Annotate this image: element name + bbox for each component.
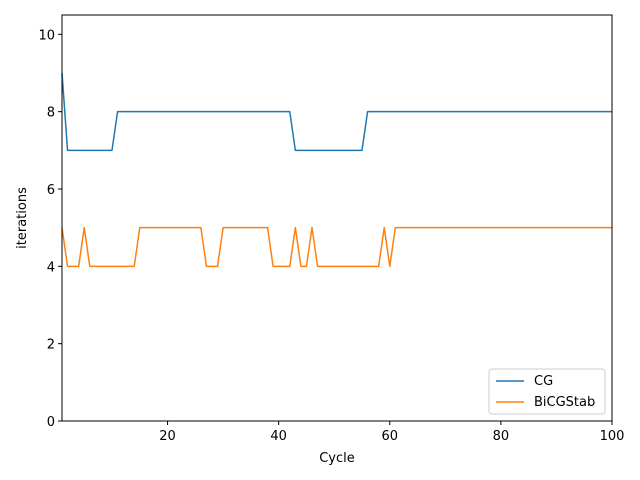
series-layer bbox=[61, 72, 612, 268]
legend-label-cg: CG bbox=[534, 374, 553, 389]
x-axis-label: Cycle bbox=[319, 451, 355, 466]
y-tick-label: 2 bbox=[47, 338, 55, 353]
x-tick-label: 40 bbox=[270, 429, 287, 444]
plot-frame bbox=[61, 14, 613, 422]
x-tick-label: 80 bbox=[493, 429, 510, 444]
series-line-cg bbox=[61, 72, 612, 152]
series-line-bicgstab bbox=[61, 226, 612, 268]
ticks-layer: 20 40 60 80 100 0 2 4 6 8 10 bbox=[38, 28, 624, 444]
y-tick-label: 10 bbox=[38, 28, 55, 43]
x-tick-label: 100 bbox=[600, 429, 625, 444]
legend: CG BiCGStab bbox=[488, 368, 606, 415]
y-tick-label: 6 bbox=[47, 183, 55, 198]
x-tick-label: 20 bbox=[159, 429, 176, 444]
y-axis-label: iterations bbox=[15, 187, 30, 249]
legend-label-bicgstab: BiCGStab bbox=[534, 395, 595, 410]
y-tick-label: 0 bbox=[47, 415, 55, 430]
y-tick-label: 8 bbox=[47, 106, 55, 121]
x-tick-label: 60 bbox=[382, 429, 399, 444]
y-tick-label: 4 bbox=[47, 260, 55, 275]
